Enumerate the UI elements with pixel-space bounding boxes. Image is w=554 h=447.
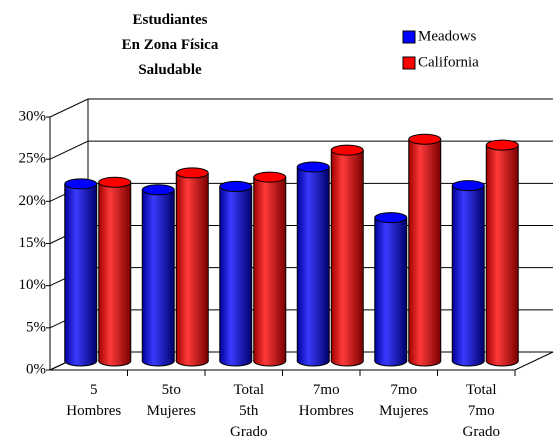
legend-label: Meadows: [418, 28, 476, 44]
bar: [297, 167, 330, 361]
chart-title: Estudiantes En Zona Física Saludable: [121, 12, 219, 78]
bar: [253, 177, 286, 361]
x-tick-label: Total 7mo Grado: [462, 382, 501, 440]
bar-top: [98, 176, 132, 188]
x-tick-label: 5to Mujeres: [146, 382, 196, 419]
bar-top: [451, 180, 485, 192]
grid-line: [49, 140, 553, 160]
y-tick-label: 10%: [19, 277, 47, 293]
y-tick-label: 25%: [19, 151, 47, 167]
bar: [219, 186, 252, 361]
bar-top: [374, 212, 408, 224]
bar-top: [485, 139, 519, 151]
bar-top: [408, 133, 442, 145]
y-tick-label: 0%: [26, 361, 46, 377]
bar-top: [64, 178, 98, 190]
x-tick-label: 5 Hombres: [66, 382, 122, 419]
bar: [374, 217, 407, 361]
bar: [176, 172, 209, 361]
bar-top: [330, 144, 364, 156]
bar-top: [141, 184, 175, 196]
bar: [142, 189, 175, 361]
bar: [408, 139, 441, 361]
bar-top: [175, 167, 209, 179]
y-tick-label: 5%: [26, 319, 46, 335]
y-tick-label: 30%: [19, 108, 47, 124]
bar: [98, 182, 131, 361]
bar-top: [296, 161, 330, 173]
legend-swatch: [402, 30, 416, 44]
x-tick-label: 7mo Mujeres: [379, 382, 429, 419]
bar-top: [253, 171, 287, 183]
bar-top: [219, 180, 253, 192]
legend-label: California: [418, 54, 479, 70]
y-tick-label: 20%: [19, 193, 47, 209]
legend-swatch: [402, 56, 416, 70]
grid-line: [49, 98, 553, 118]
x-tick-label: Total 5th Grado: [230, 382, 268, 440]
bar: [486, 145, 519, 361]
bar: [452, 185, 485, 361]
x-tick-label: 7mo Hombres: [298, 382, 354, 419]
bar: [331, 150, 364, 361]
bar: [64, 183, 97, 361]
y-tick-label: 15%: [19, 235, 47, 251]
